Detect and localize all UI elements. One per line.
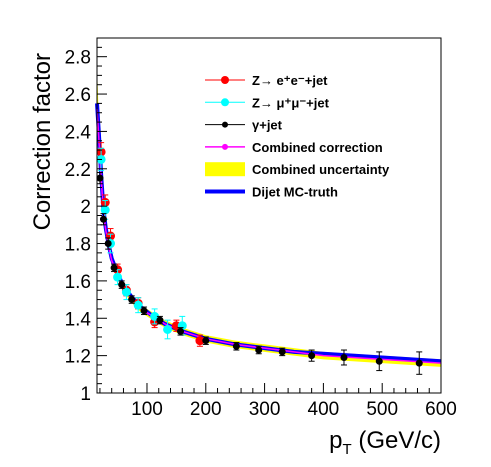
marker: [133, 300, 143, 310]
gamma-jet-point: [128, 295, 136, 304]
marker: [140, 307, 148, 315]
marker: [278, 348, 286, 356]
gamma-jet-point: [99, 213, 107, 226]
gamma-jet-point: [232, 342, 240, 351]
data-point-layer: [96, 142, 423, 375]
legend-item: Z→ μ⁺μ⁻+jet: [205, 95, 330, 110]
y-tick-label: 2.6: [65, 85, 91, 106]
marker: [340, 354, 348, 361]
marker: [202, 337, 210, 345]
z-mumu-point: [133, 297, 143, 314]
x-axis-title-subscript: T: [342, 441, 351, 458]
marker: [156, 316, 164, 324]
legend-swatch-marker: [222, 143, 228, 150]
marker: [415, 359, 423, 367]
x-tick-label: 300: [249, 399, 281, 420]
marker: [232, 342, 240, 350]
marker: [113, 272, 123, 282]
marker: [118, 281, 126, 289]
y-tick-label: 1: [80, 384, 91, 405]
legend-label: Dijet MC-truth: [252, 185, 338, 200]
marker: [177, 327, 185, 335]
x-axis-title: pT (GeV/c): [329, 427, 441, 458]
marker: [99, 215, 107, 223]
legend-swatch-marker: [222, 121, 228, 128]
x-tick-label: 600: [425, 399, 457, 420]
legend-label: Z→ μ⁺μ⁻+jet: [252, 95, 330, 110]
legend-item: Dijet MC-truth: [205, 185, 338, 200]
y-tick-label: 1.6: [65, 272, 91, 293]
y-tick-label: 2.4: [65, 122, 92, 143]
legend-label: Combined uncertainty: [252, 162, 390, 177]
marker: [163, 324, 173, 334]
gamma-jet-point: [118, 280, 126, 289]
gamma-jet-point: [156, 315, 164, 325]
y-tick-label: 1.8: [65, 235, 91, 256]
y-tick-label: 1.4: [65, 309, 92, 330]
legend-item: Z→ e⁺e⁻+jet: [205, 73, 328, 88]
axis-layer: 1 1.2 1.4 1.6 1.8 2 2.2 2.4 2.6 2.8 100 200 300 400 50…: [65, 37, 457, 420]
y-tick-label: 1.2: [65, 347, 91, 368]
marker: [255, 346, 263, 354]
z-mumu-point: [163, 319, 173, 340]
x-tick-label: 400: [308, 399, 340, 420]
legend-item: γ+jet: [205, 118, 283, 133]
gamma-jet-point: [340, 349, 348, 366]
legend-item: Combined uncertainty: [205, 162, 390, 177]
marker: [110, 264, 118, 272]
z-ee-point: [195, 334, 205, 347]
marker: [128, 296, 136, 304]
legend-label: Z→ e⁺e⁻+jet: [252, 73, 328, 88]
legend-swatch-band: [205, 162, 245, 177]
x-axis-title-units: (GeV/c): [352, 427, 441, 454]
x-tick-label: 200: [190, 399, 222, 420]
z-mumu-point: [150, 308, 160, 325]
x-axis-title-main: p: [329, 427, 342, 454]
y-axis-title: Correction factor: [29, 53, 56, 230]
gamma-jet-point: [140, 306, 148, 316]
legend-swatch-marker: [221, 98, 229, 107]
x-tick-label: 500: [366, 399, 398, 420]
y-tick-label: 2.8: [65, 48, 91, 69]
gamma-jet-point: [177, 327, 185, 336]
marker: [375, 357, 383, 365]
legend-label: γ+jet: [252, 118, 283, 133]
gamma-jet-point: [202, 336, 210, 345]
gamma-jet-point: [375, 351, 383, 372]
gamma-jet-point: [415, 351, 423, 375]
legend-swatch-marker: [221, 76, 229, 84]
y-tick-label: 2: [80, 197, 91, 218]
legend: Z→ e⁺e⁻+jet Z→ μ⁺μ⁻+jet γ+jet Combined corr…: [205, 73, 390, 200]
x-tick-label: 100: [131, 399, 163, 420]
gamma-jet-point: [308, 349, 316, 362]
marker: [308, 352, 316, 360]
gamma-jet-point: [255, 345, 263, 355]
gamma-jet-point: [110, 263, 118, 273]
marker: [121, 287, 131, 297]
legend-item: Combined correction: [205, 140, 383, 155]
gamma-jet-point: [278, 347, 286, 357]
legend-label: Combined correction: [252, 140, 383, 155]
y-tick-label: 2.2: [65, 160, 91, 181]
marker: [100, 205, 110, 215]
